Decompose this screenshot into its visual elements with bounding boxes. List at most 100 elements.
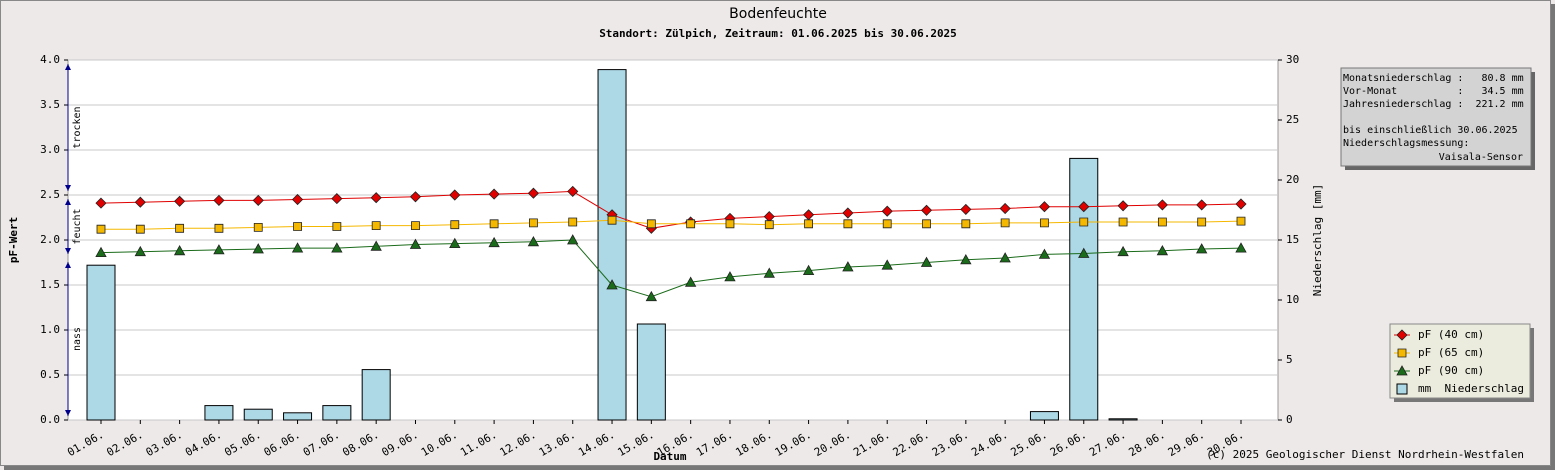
marker	[999, 252, 1011, 263]
marker	[961, 219, 971, 229]
marker	[999, 202, 1011, 215]
y-tick-label: 2.5	[40, 188, 60, 201]
marker	[684, 276, 697, 287]
marker	[135, 224, 145, 234]
marker	[1117, 200, 1129, 212]
zone-label: nass	[72, 327, 83, 351]
marker	[882, 219, 892, 229]
bar	[1108, 418, 1138, 421]
marker	[881, 259, 893, 270]
chart-subtitle: Standort: Zülpich, Zeitraum: 01.06.2025 …	[599, 27, 957, 40]
marker	[252, 194, 264, 206]
marker	[1038, 248, 1051, 259]
frame-shadow	[1551, 4, 1555, 470]
zone-arrow	[65, 248, 71, 254]
bar	[1029, 411, 1059, 421]
marker	[922, 219, 931, 229]
marker	[1396, 365, 1408, 376]
marker	[920, 256, 933, 267]
marker	[842, 207, 854, 219]
marker	[449, 189, 461, 201]
info-note: Niederschlagsmessung:	[1343, 138, 1469, 149]
marker	[409, 238, 422, 249]
marker	[213, 244, 225, 255]
marker	[724, 271, 736, 282]
marker	[1038, 201, 1051, 213]
marker	[804, 219, 813, 229]
marker	[1235, 242, 1247, 253]
bar	[597, 69, 627, 421]
y2-tick-label: 5	[1286, 353, 1293, 366]
marker	[252, 243, 264, 254]
info-panel	[1340, 67, 1532, 167]
info-sensor: Vaisala-Sensor	[1439, 152, 1523, 163]
marker	[449, 237, 461, 248]
marker	[95, 246, 107, 257]
marker	[843, 219, 853, 229]
marker	[134, 245, 146, 257]
marker	[488, 236, 500, 248]
marker	[881, 205, 893, 217]
marker	[527, 235, 540, 247]
line	[101, 219, 1242, 230]
marker	[1000, 218, 1010, 228]
marker	[1236, 216, 1246, 226]
marker	[96, 224, 106, 234]
frame-shadow	[4, 466, 1555, 470]
zone-arrow	[65, 185, 71, 191]
y-tick-label: 3.5	[40, 98, 60, 111]
legend-swatch	[1396, 383, 1408, 395]
zone-arrow	[65, 262, 71, 268]
y2-tick-label: 20	[1286, 173, 1299, 186]
bar	[636, 323, 666, 421]
info-line: Vor-Monat : 34.5 mm	[1343, 86, 1524, 97]
bar	[283, 412, 313, 421]
x-axis-title: Datum	[653, 450, 686, 463]
line	[100, 190, 1242, 229]
y-tick-label: 3.0	[40, 143, 60, 156]
y2-tick-label: 30	[1286, 53, 1299, 66]
marker	[1078, 247, 1090, 258]
marker	[763, 267, 775, 278]
marker	[331, 193, 343, 205]
marker	[291, 193, 304, 206]
marker	[174, 195, 186, 207]
info-note: bis einschließlich 30.06.2025	[1343, 125, 1518, 136]
y-tick-label: 0.0	[40, 413, 60, 426]
marker	[409, 191, 422, 203]
marker	[802, 264, 815, 275]
marker	[920, 204, 933, 216]
y-tick-label: 1.5	[40, 278, 60, 291]
y2-tick-label: 15	[1286, 233, 1299, 246]
marker	[370, 240, 382, 251]
marker	[567, 185, 579, 197]
bar	[204, 405, 234, 421]
marker	[293, 222, 302, 231]
marker	[213, 194, 225, 206]
marker	[1196, 243, 1208, 254]
legend-label: pF (65 cm)	[1418, 346, 1484, 359]
copyright: (c) 2025 Geologischer Dienst Nordrhein-W…	[1206, 448, 1524, 461]
y-axis-title: pF-Wert	[7, 217, 20, 263]
bar	[1069, 157, 1099, 421]
marker	[411, 221, 420, 230]
marker	[1040, 218, 1049, 228]
marker	[725, 219, 735, 229]
marker	[1196, 199, 1208, 211]
marker	[764, 220, 774, 230]
y2-tick-label: 10	[1286, 293, 1299, 306]
marker	[95, 197, 107, 209]
marker	[1078, 201, 1090, 213]
marker	[291, 242, 304, 253]
marker	[1157, 217, 1167, 227]
marker	[1156, 199, 1168, 211]
marker	[960, 253, 972, 265]
zone-label: feucht	[72, 208, 83, 244]
y-tick-label: 4.0	[40, 53, 60, 66]
marker	[253, 223, 263, 232]
marker	[960, 203, 972, 215]
y2-tick-label: 25	[1286, 113, 1299, 126]
y-tick-label: 0.5	[40, 368, 60, 381]
marker	[568, 217, 578, 227]
marker	[1197, 217, 1207, 227]
